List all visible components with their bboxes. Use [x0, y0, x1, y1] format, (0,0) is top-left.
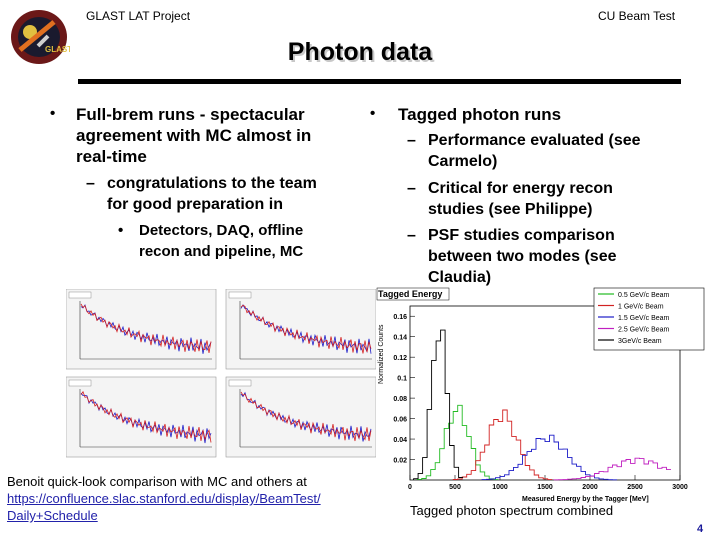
legend-entry: 2.5 GeV/c Beam — [618, 327, 670, 334]
x-tick-label: 2500 — [627, 484, 643, 491]
thumbnail-frame — [225, 376, 376, 458]
left-subsub: Detectors, DAQ, offline recon and pipeli… — [139, 222, 304, 260]
thumbnail-plot — [225, 289, 376, 370]
y-tick-label: 0.08 — [393, 396, 407, 403]
y-tick-label: 0.02 — [393, 458, 407, 465]
thumbnail-plot — [66, 376, 217, 458]
mc-trace — [80, 392, 212, 444]
x-tick-label: 2000 — [582, 484, 598, 491]
x-tick-label: 1000 — [492, 484, 508, 491]
right-bullet: Tagged photon runs — [398, 105, 562, 124]
thumbnail-title-box — [68, 379, 92, 387]
thumbnail-plot — [225, 376, 376, 458]
x-axis-label: Measured Energy by the Tagger [MeV] — [522, 496, 649, 503]
legend-entry: 1.5 GeV/c Beam — [618, 315, 670, 322]
x-tick-label: 3000 — [672, 484, 688, 491]
title-rule — [78, 79, 681, 84]
thumbnail-frame — [225, 289, 376, 370]
right-sub-1: Performance evaluated (see Carmelo) — [428, 132, 641, 170]
right-sub-3: PSF studies comparison between two modes… — [428, 227, 617, 286]
left-bullet: Full-brem runs - spectacular agreement w… — [76, 105, 312, 166]
legend-entry: 3GeV/c Beam — [618, 338, 662, 345]
thumbnail-frame — [66, 376, 217, 458]
chart-title: Tagged Energy — [378, 289, 442, 299]
thumbnail-title-box — [68, 291, 92, 299]
thumbnail-title-box — [228, 291, 252, 299]
y-tick-label: 0.06 — [393, 417, 407, 424]
confluence-link[interactable]: https://confluence.slac.stanford.edu/dis… — [7, 491, 321, 523]
subsub-marker: • — [118, 222, 124, 239]
left-sub: congratulations to the team for good pre… — [107, 175, 317, 213]
legend-entry: 0.5 GeV/c Beam — [618, 292, 670, 299]
series-line — [452, 409, 553, 481]
y-axis-label: Normalized Counts — [378, 324, 385, 384]
x-tick-label: 500 — [449, 484, 461, 491]
x-tick-label: 1500 — [537, 484, 553, 491]
bullet-marker: • — [370, 105, 376, 122]
thumbnail-plot — [66, 289, 217, 370]
y-tick-label: 0.14 — [393, 335, 407, 342]
dash-marker: – — [407, 227, 416, 244]
dash-marker: – — [407, 132, 416, 149]
sun-icon — [23, 25, 37, 39]
series-line — [553, 457, 671, 481]
dash-marker: – — [407, 180, 416, 197]
thumbnail-frame — [66, 289, 217, 370]
y-tick-label: 0.04 — [393, 437, 407, 444]
comparison-note: Benoit quick-look comparison with MC and… — [7, 473, 321, 524]
bullet-marker: • — [50, 105, 56, 122]
y-tick-label: 0.12 — [393, 355, 407, 362]
series-line — [416, 404, 499, 481]
y-tick-label: 0.16 — [393, 314, 407, 321]
event-name: CU Beam Test — [598, 9, 676, 23]
svg-text:GLAST: GLAST — [45, 45, 70, 54]
x-tick-label: 0 — [408, 484, 412, 491]
title-box — [376, 287, 450, 301]
data-trace — [240, 391, 372, 442]
project-name: GLAST LAT Project — [86, 9, 191, 23]
mc-comparison-thumbnails — [66, 289, 376, 458]
tagged-energy-chart: Tagged Energy Normalized Counts Measured… — [376, 287, 705, 503]
data-trace — [240, 304, 372, 354]
data-trace — [80, 390, 212, 443]
legend-entry: 1 GeV/c Beam — [618, 304, 664, 311]
y-tick-label: 0.1 — [397, 376, 407, 383]
note-text: Benoit quick-look comparison with MC and… — [7, 474, 307, 489]
page-number: 4 — [697, 523, 704, 535]
dash-marker: – — [86, 175, 95, 192]
glast-logo: GLAST — [11, 10, 70, 64]
chart-caption: Tagged photon spectrum combined — [410, 503, 614, 518]
thumbnail-title-box — [228, 379, 252, 387]
slide-title: Photon data — [287, 38, 433, 66]
data-trace — [80, 303, 212, 353]
right-sub-2: Critical for energy recon studies (see P… — [428, 180, 613, 218]
series-line — [413, 329, 464, 480]
